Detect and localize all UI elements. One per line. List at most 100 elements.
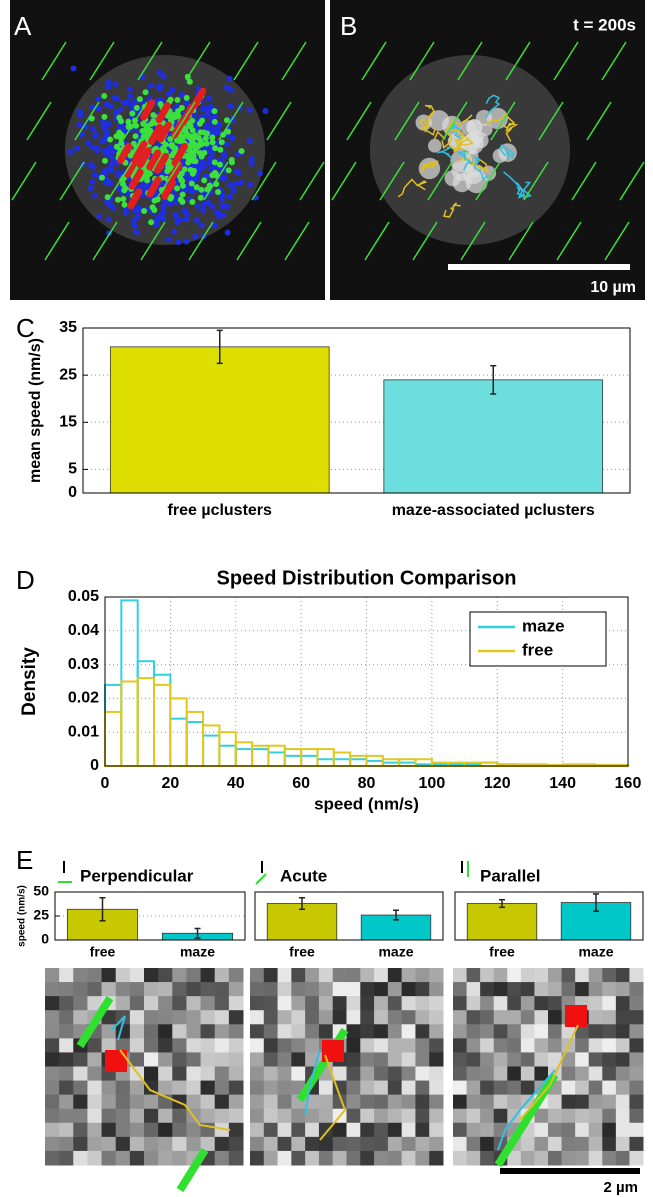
streak xyxy=(117,142,133,164)
pixel xyxy=(87,968,103,983)
pixel xyxy=(346,1108,361,1124)
streak xyxy=(128,168,144,190)
dot xyxy=(106,216,113,223)
dot xyxy=(141,208,148,215)
pixel xyxy=(186,1052,202,1067)
maze-line xyxy=(44,221,70,261)
dot xyxy=(183,216,190,223)
pixel xyxy=(172,1038,187,1053)
pixel xyxy=(575,1024,590,1039)
pixel xyxy=(548,1024,563,1039)
pixel xyxy=(59,1010,74,1025)
dot xyxy=(172,213,179,220)
pixel xyxy=(453,1094,468,1110)
pixel xyxy=(374,968,389,983)
y-tick-label: 5 xyxy=(68,461,77,478)
pixel xyxy=(277,1080,292,1096)
pixel xyxy=(73,1010,88,1025)
pixel xyxy=(263,1108,279,1124)
dot xyxy=(115,172,122,179)
maze-line xyxy=(140,221,166,261)
pixel xyxy=(415,1052,430,1067)
pixel xyxy=(507,1052,522,1067)
dot xyxy=(211,118,218,125)
pixel xyxy=(305,1150,320,1166)
pixel xyxy=(101,1108,117,1124)
pixel xyxy=(429,1024,444,1039)
pixel xyxy=(346,996,361,1011)
pixel xyxy=(318,968,334,983)
pixel xyxy=(480,1038,495,1053)
panel-label: A xyxy=(14,11,32,41)
pixel xyxy=(480,1094,495,1110)
dot xyxy=(213,209,220,216)
pixel xyxy=(115,1150,131,1166)
pixel xyxy=(305,1024,320,1039)
pixel xyxy=(401,1066,416,1082)
pixel xyxy=(561,1108,576,1124)
pixel xyxy=(228,1108,244,1124)
dot xyxy=(211,108,218,115)
pixel xyxy=(101,982,117,997)
pixel xyxy=(250,1066,265,1082)
pixel xyxy=(73,1150,88,1166)
streak xyxy=(146,149,162,171)
pixel xyxy=(214,1136,230,1152)
scale-bar xyxy=(500,1168,640,1174)
pixel xyxy=(291,1136,306,1152)
pixel xyxy=(588,1066,603,1082)
y-axis-label: Density xyxy=(19,647,40,716)
pixel xyxy=(115,968,131,983)
y-tick-label: 0 xyxy=(90,757,99,774)
maze-line xyxy=(538,101,564,141)
dot xyxy=(134,213,141,220)
pixel xyxy=(59,996,74,1011)
pixel xyxy=(453,1038,468,1053)
dot xyxy=(166,200,173,207)
pixel xyxy=(374,1122,389,1138)
trace xyxy=(437,146,453,159)
dot xyxy=(160,145,167,152)
dot xyxy=(132,133,139,140)
trace xyxy=(472,156,489,181)
streak xyxy=(156,121,172,143)
pixel xyxy=(520,968,535,983)
dot xyxy=(229,134,236,141)
dot xyxy=(224,203,231,210)
dot xyxy=(165,90,172,97)
pixel xyxy=(520,1052,535,1067)
pixel xyxy=(534,1010,549,1025)
trace xyxy=(119,1049,231,1131)
dot xyxy=(91,132,98,139)
pixel xyxy=(480,1024,495,1039)
dot xyxy=(108,147,115,154)
pixel xyxy=(548,968,563,983)
scale-bar xyxy=(448,264,630,270)
maze-icon xyxy=(255,873,267,885)
pixel xyxy=(144,1024,159,1039)
dot xyxy=(187,123,194,130)
pixel xyxy=(228,1122,244,1138)
chart-title: Parallel xyxy=(480,866,541,885)
axes-frame xyxy=(54,891,246,941)
maze-line xyxy=(427,161,453,201)
pixel xyxy=(172,996,187,1011)
pixel xyxy=(172,1150,187,1166)
pixel xyxy=(115,1136,131,1152)
pixel xyxy=(73,996,88,1011)
pixel xyxy=(158,1038,173,1053)
x-axis-label: speed (nm/s) xyxy=(314,794,419,813)
pixel xyxy=(507,982,522,997)
pixel xyxy=(561,1122,576,1138)
pixel xyxy=(602,1150,617,1166)
pixel xyxy=(144,1136,159,1152)
dot xyxy=(107,202,114,209)
pixel xyxy=(318,1010,334,1025)
dot xyxy=(262,108,269,115)
pixel xyxy=(186,968,202,983)
pixel xyxy=(332,1150,347,1166)
pixel xyxy=(520,1080,535,1096)
dot xyxy=(201,104,208,111)
pixel xyxy=(480,996,495,1011)
dot xyxy=(189,198,196,205)
